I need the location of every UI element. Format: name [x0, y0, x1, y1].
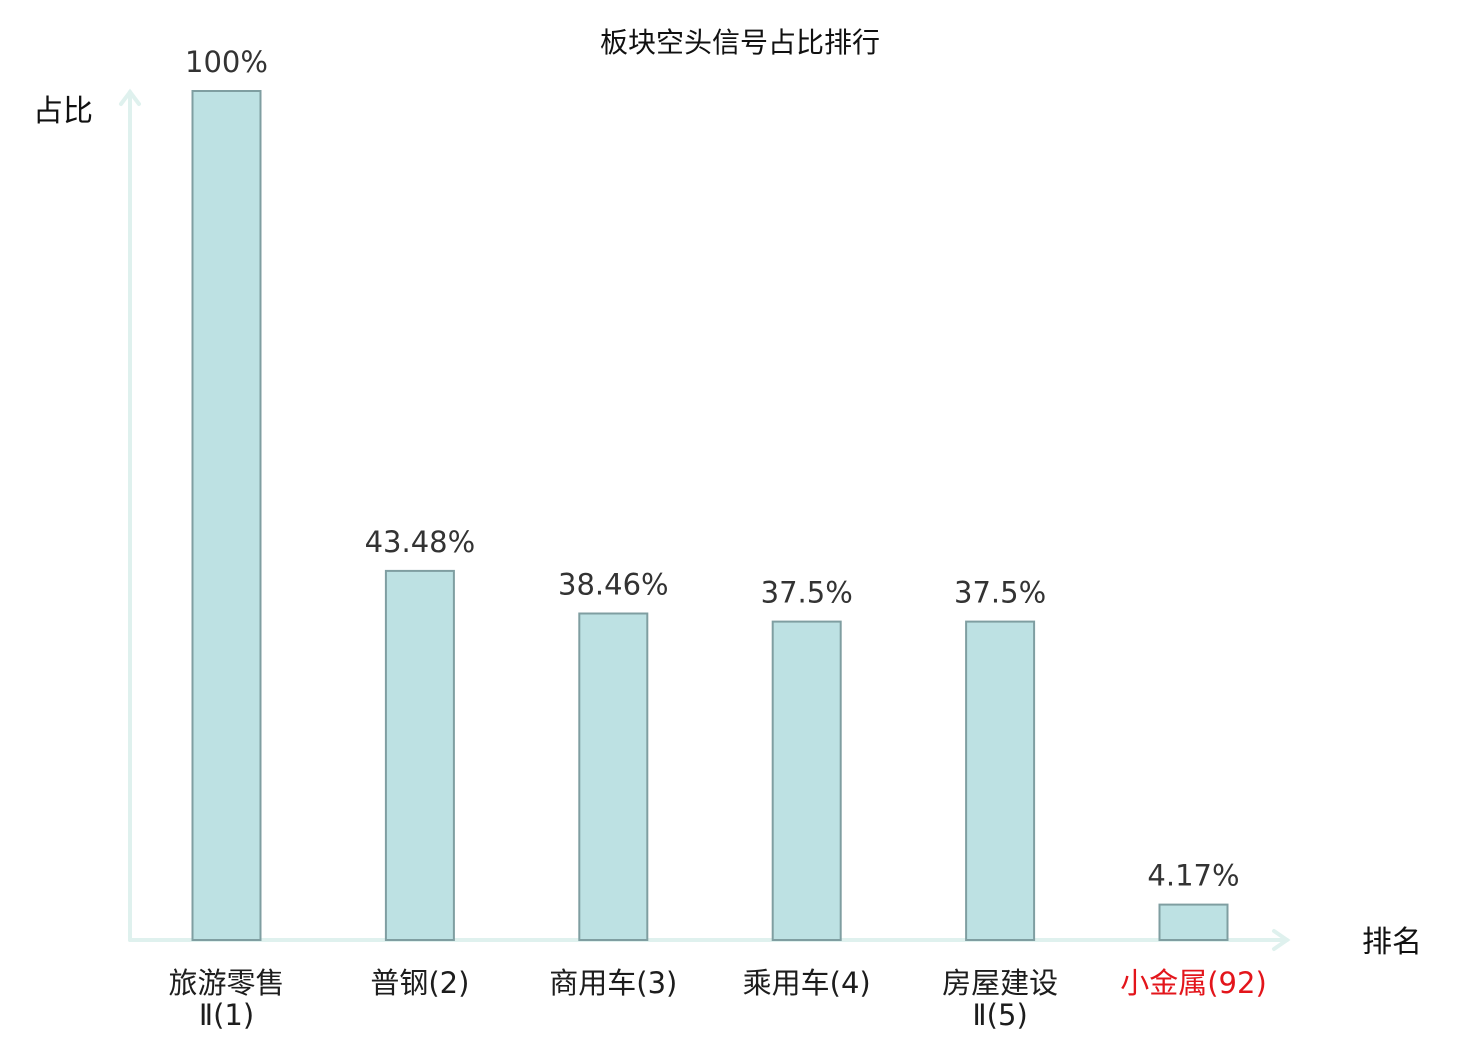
bar-6	[1158, 903, 1229, 941]
x-axis-arrow	[1272, 929, 1291, 951]
value-label-2: 43.48%	[365, 525, 476, 559]
value-label-3: 38.46%	[558, 568, 669, 602]
value-label-4: 37.5%	[761, 576, 853, 610]
x-tick-label-1-line-1: 旅游零售	[168, 966, 284, 1000]
value-labels: 100% 43.48% 38.46% 37.5% 37.5% 4.17%	[185, 45, 1240, 893]
axes	[119, 88, 1291, 951]
bar-4	[771, 620, 842, 941]
chart-title: 板块空头信号占比排行	[600, 26, 880, 59]
y-axis-arrow	[119, 88, 141, 106]
value-label-1: 100%	[185, 45, 268, 79]
bar-2	[384, 569, 455, 942]
x-tick-label-1-line-2: Ⅱ(1)	[199, 998, 254, 1032]
x-tick-label-3-line-1: 商用车(3)	[549, 966, 677, 1000]
value-label-6: 4.17%	[1147, 859, 1239, 893]
value-label-5: 37.5%	[954, 576, 1046, 610]
bar-5	[965, 620, 1036, 941]
bar-1	[191, 90, 262, 941]
x-tick-label-5-line-1: 房屋建设	[942, 966, 1058, 1000]
x-tick-label-5-line-2: Ⅱ(5)	[972, 998, 1027, 1032]
x-axis-label: 排名	[1362, 925, 1422, 960]
bars	[191, 90, 1229, 942]
x-tick-label-4-line-1: 乘用车(4)	[743, 966, 871, 1000]
x-tick-label-6-line-1: 小金属(92)	[1120, 966, 1267, 1000]
y-axis-label: 占比	[33, 94, 93, 129]
x-tick-label-2-line-1: 普钢(2)	[370, 966, 469, 1000]
bar-3	[578, 612, 649, 941]
